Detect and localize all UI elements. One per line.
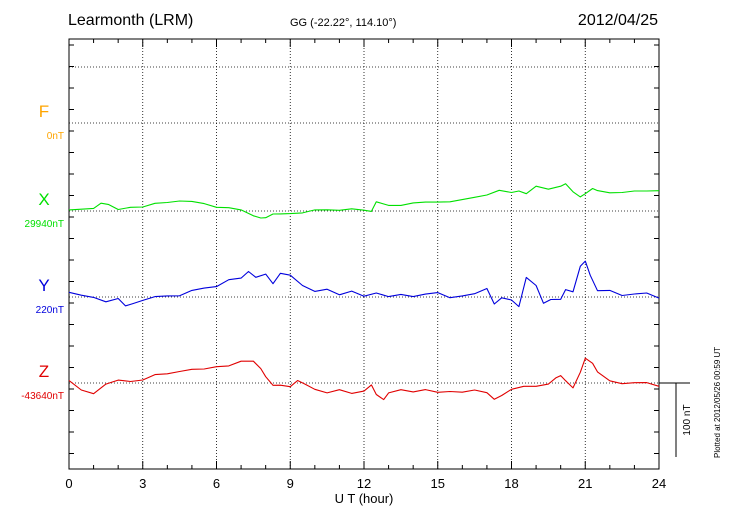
- channel-baseline-y: 220nT: [36, 305, 64, 316]
- channel-name-y: Y: [38, 276, 49, 295]
- x-axis-label: U T (hour): [335, 491, 394, 506]
- station-title: Learmonth (LRM): [68, 12, 194, 29]
- plot-frame: [68, 38, 660, 470]
- channel-name-x: X: [38, 190, 49, 209]
- x-tick-label: 12: [357, 476, 371, 491]
- x-tick-label: 24: [652, 476, 666, 491]
- channel-baseline-x: 29940nT: [25, 219, 64, 230]
- channel-baseline-z: -43640nT: [21, 391, 64, 402]
- series-line-z: [68, 357, 660, 401]
- station-coordinates: GG (-22.22°, 114.10°): [290, 17, 397, 29]
- x-tick-label: 0: [65, 476, 72, 491]
- x-tick-label: 6: [213, 476, 220, 491]
- channel-name-f: F: [39, 102, 49, 121]
- series-line-x: [68, 183, 660, 219]
- x-tick-label: 15: [431, 476, 445, 491]
- plot-date: 2012/04/25: [577, 12, 658, 29]
- channel-baseline-f: 0nT: [47, 131, 64, 142]
- channel-name-z: Z: [39, 362, 49, 381]
- scale-bar-label: 100 nT: [682, 404, 693, 435]
- x-tick-label: 9: [287, 476, 294, 491]
- x-tick-label: 21: [578, 476, 592, 491]
- x-tick-label: 3: [139, 476, 146, 491]
- series-line-y: [68, 260, 660, 308]
- x-tick-label: 18: [504, 476, 518, 491]
